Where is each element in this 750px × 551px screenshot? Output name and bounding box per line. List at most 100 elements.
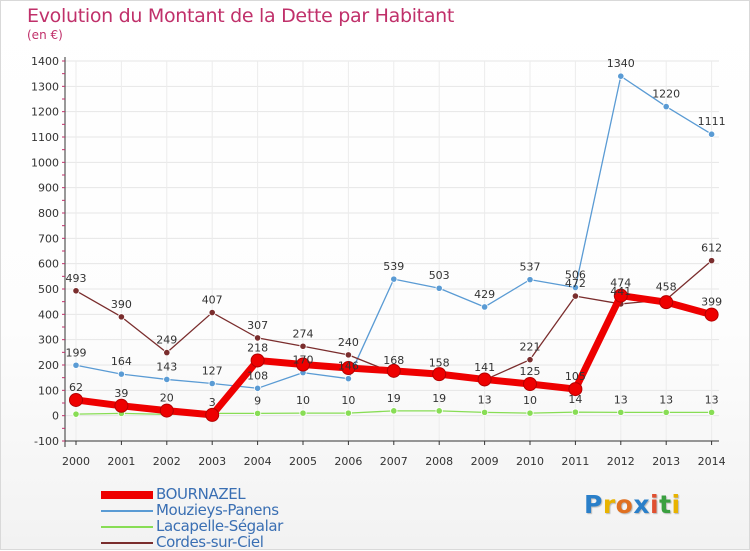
data-point: [571, 408, 580, 416]
data-label: 307: [247, 319, 268, 332]
data-label: 158: [429, 357, 450, 370]
legend-label: BOURNAZEL: [156, 485, 246, 503]
data-label: 472: [565, 277, 586, 290]
data-point: [571, 292, 580, 300]
data-label: 218: [247, 341, 268, 354]
data-point: [208, 308, 216, 317]
data-label: 170: [293, 354, 314, 367]
data-point: [480, 408, 489, 416]
data-label: 240: [338, 336, 359, 349]
data-point: [344, 409, 352, 417]
data-label: 390: [111, 298, 132, 311]
data-label: 39: [114, 387, 128, 400]
data-point: [659, 295, 674, 310]
data-label: 612: [701, 242, 722, 255]
data-point: [707, 408, 716, 416]
data-label: 141: [474, 361, 495, 374]
y-tick-label: 300: [38, 334, 59, 347]
data-point: [707, 257, 716, 265]
data-label: 221: [520, 341, 541, 354]
proxiti-logo: Proxiti: [584, 490, 681, 519]
data-point: [707, 130, 716, 138]
data-point: [72, 287, 80, 295]
y-tick-label: 1000: [31, 156, 59, 169]
y-tick-label: 1100: [31, 131, 59, 144]
data-point: [117, 313, 126, 321]
legend-label: Lacapelle-Ségalar: [156, 517, 283, 535]
data-point: [477, 372, 492, 387]
data-label: 537: [520, 261, 541, 274]
data-label: 503: [429, 269, 450, 282]
legend-label: Mouzieys-Panens: [156, 501, 279, 519]
x-tick-label: 2010: [516, 455, 544, 468]
data-point: [114, 398, 129, 413]
data-label: 10: [523, 394, 537, 407]
data-point: [526, 409, 534, 417]
y-tick-label: 400: [38, 308, 59, 321]
data-label: 13: [478, 393, 492, 406]
data-label: 10: [341, 394, 355, 407]
x-tick-label: 2004: [244, 455, 272, 468]
data-point: [159, 403, 174, 418]
x-tick-label: 2009: [471, 455, 499, 468]
legend-swatch: [101, 542, 153, 544]
data-label: 407: [202, 294, 223, 307]
data-point: [617, 72, 625, 80]
legend-swatch: [101, 510, 153, 512]
series-mouzieys-panens: [72, 72, 716, 392]
data-point: [208, 379, 216, 388]
data-label: 539: [383, 260, 404, 273]
data-label: 125: [520, 365, 541, 378]
data-label: 108: [247, 369, 268, 382]
x-tick-label: 2012: [607, 455, 635, 468]
data-point: [432, 367, 447, 382]
data-point: [390, 275, 398, 283]
data-label: 20: [160, 392, 174, 405]
y-tick-label: 800: [38, 207, 59, 220]
data-point: [72, 361, 80, 369]
x-tick-label: 2000: [62, 455, 90, 468]
y-tick-label: 600: [38, 258, 59, 271]
data-point: [69, 392, 83, 407]
x-tick-label: 2011: [561, 455, 589, 468]
data-point: [163, 375, 171, 384]
data-point: [163, 348, 171, 357]
data-label: 429: [474, 288, 495, 301]
data-label: 62: [69, 381, 83, 394]
data-label: 474: [610, 277, 631, 290]
data-point: [254, 384, 262, 392]
data-point: [341, 361, 356, 376]
data-point: [613, 288, 628, 303]
y-tick-label: 700: [38, 232, 59, 245]
data-point: [571, 283, 580, 292]
x-tick-label: 2013: [652, 455, 680, 468]
data-label: 399: [701, 296, 722, 309]
data-label: 13: [705, 393, 719, 406]
data-point: [344, 351, 352, 359]
data-label: 13: [659, 393, 673, 406]
data-label: 9: [254, 394, 261, 407]
series-bournazel: [69, 288, 719, 422]
y-tick-label: 100: [38, 384, 59, 397]
data-label: 19: [432, 392, 446, 405]
x-tick-label: 2005: [289, 455, 317, 468]
data-point: [344, 375, 352, 383]
data-point: [386, 363, 401, 378]
y-tick-label: 200: [38, 359, 59, 372]
x-tick-label: 2002: [153, 455, 181, 468]
data-label: 168: [383, 354, 404, 367]
data-label: 10: [296, 394, 310, 407]
data-label: 105: [565, 370, 586, 383]
data-label: 143: [156, 360, 177, 373]
data-point: [662, 408, 670, 416]
data-label: 199: [66, 346, 87, 359]
data-point: [205, 407, 220, 422]
x-tick-label: 2014: [698, 455, 726, 468]
data-point: [662, 103, 670, 111]
y-tick-label: 1200: [31, 106, 59, 119]
y-tick-label: 900: [38, 182, 59, 195]
y-tick-label: 1400: [31, 55, 59, 68]
data-point: [299, 409, 307, 417]
